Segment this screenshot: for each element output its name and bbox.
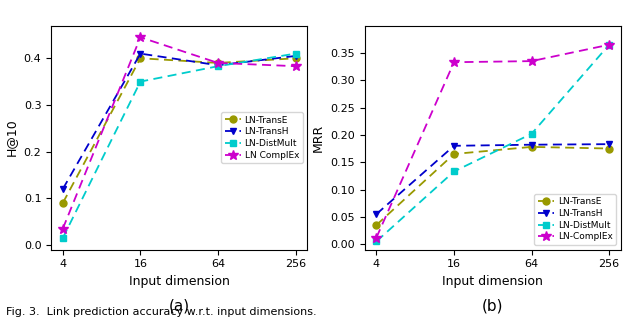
LN-DistMult [450, 170, 458, 173]
LN-DistMult [528, 132, 536, 136]
LN-TransH [372, 212, 380, 216]
Y-axis label: H@10: H@10 [5, 119, 18, 156]
Line: LN ComplEx: LN ComplEx [58, 32, 300, 234]
LN ComplEx [59, 227, 67, 230]
Line: LN-TransH: LN-TransH [373, 141, 612, 218]
Legend: LN-TransE, LN-TransH, LN-DistMult, LN-ComplEx: LN-TransE, LN-TransH, LN-DistMult, LN-Co… [534, 194, 616, 245]
LN-TransE [214, 61, 222, 65]
LN-TransH [59, 187, 67, 191]
LN-DistMult [605, 43, 613, 47]
Line: LN-TransE: LN-TransE [60, 55, 299, 206]
LN ComplEx [214, 61, 222, 65]
LN-TransE [528, 145, 536, 149]
Text: Fig. 3.  Link prediction accuracy w.r.t. input dimensions.: Fig. 3. Link prediction accuracy w.r.t. … [6, 307, 317, 317]
LN-ComplEx [372, 236, 380, 239]
LN-DistMult [59, 236, 67, 240]
Line: LN-TransH: LN-TransH [60, 50, 299, 192]
LN-ComplEx [528, 59, 536, 63]
LN-TransH [136, 52, 144, 56]
LN-TransE [136, 56, 144, 60]
Legend: LN-TransE, LN-TransH, LN-DistMult, LN ComplEx: LN-TransE, LN-TransH, LN-DistMult, LN Co… [221, 112, 303, 163]
X-axis label: Input dimension: Input dimension [442, 275, 543, 288]
LN-ComplEx [605, 43, 613, 47]
Line: LN-ComplEx: LN-ComplEx [372, 40, 614, 243]
LN ComplEx [136, 35, 144, 39]
LN ComplEx [292, 64, 300, 68]
LN-DistMult [136, 80, 144, 84]
Text: (a): (a) [168, 299, 190, 314]
LN-TransE [450, 152, 458, 156]
LN-TransH [292, 54, 300, 58]
LN-TransH [528, 143, 536, 147]
Y-axis label: MRR: MRR [312, 124, 324, 152]
LN-TransH [214, 63, 222, 67]
Text: (b): (b) [482, 299, 504, 314]
LN-TransE [605, 147, 613, 150]
X-axis label: Input dimension: Input dimension [129, 275, 230, 288]
LN-ComplEx [450, 60, 458, 64]
Line: LN-DistMult: LN-DistMult [60, 50, 299, 241]
LN-DistMult [372, 239, 380, 243]
LN-DistMult [214, 64, 222, 68]
LN-TransH [450, 144, 458, 148]
LN-TransE [59, 201, 67, 205]
LN-TransE [292, 56, 300, 60]
Line: LN-DistMult: LN-DistMult [373, 41, 612, 245]
LN-TransH [605, 142, 613, 146]
Line: LN-TransE: LN-TransE [373, 143, 612, 228]
LN-TransE [372, 223, 380, 227]
LN-DistMult [292, 52, 300, 56]
